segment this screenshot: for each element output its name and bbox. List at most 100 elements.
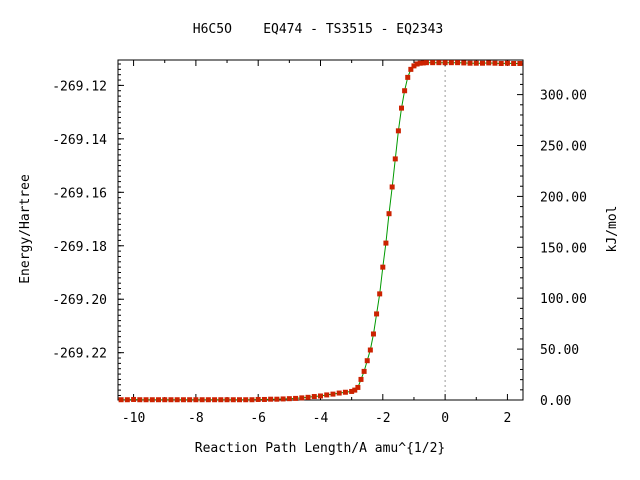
data-point — [124, 397, 130, 403]
data-point — [423, 60, 429, 66]
data-points — [118, 60, 523, 403]
y-tick-label: -269.22 — [52, 347, 107, 362]
data-point — [149, 397, 155, 403]
data-point — [358, 376, 364, 382]
data-point — [377, 291, 383, 297]
data-point — [311, 394, 317, 400]
data-point — [280, 396, 286, 402]
data-point — [199, 397, 205, 403]
data-point — [448, 60, 454, 66]
series-line — [121, 62, 520, 401]
data-point — [420, 60, 426, 66]
y-tick-label: -269.18 — [52, 240, 107, 255]
x-tick-label: -10 — [122, 411, 145, 426]
data-point — [261, 396, 267, 402]
data-point — [336, 390, 342, 396]
data-point — [187, 397, 193, 403]
data-point — [168, 397, 174, 403]
y2-tick-label: 100.00 — [540, 292, 587, 307]
data-point — [180, 397, 186, 403]
data-point — [367, 347, 373, 353]
y2-tick-label: 0.00 — [540, 394, 571, 409]
data-point — [324, 392, 330, 398]
data-point — [268, 396, 274, 402]
data-point — [392, 156, 398, 162]
data-point — [143, 397, 149, 403]
data-point — [430, 60, 436, 66]
y-axis-ticks: -269.12 -269.14 -269.16 -269.18 -269.20 -269.… — [52, 63, 124, 396]
x-tick-label: -2 — [375, 411, 391, 426]
data-point — [118, 397, 124, 403]
data-point — [374, 311, 380, 317]
data-point — [293, 395, 299, 401]
data-point — [480, 60, 485, 66]
data-point — [205, 397, 211, 403]
y2-axis-ticks: 0.00 50.00 100.00 150.00 200.00 250.00 300.00 — [517, 63, 587, 409]
data-point — [455, 60, 461, 66]
y2-tick-label: 250.00 — [540, 140, 587, 155]
data-point — [230, 397, 236, 403]
y2-tick-label: 150.00 — [540, 241, 587, 256]
data-point — [352, 387, 358, 393]
data-point — [504, 60, 510, 66]
x-tick-label: 2 — [504, 411, 512, 426]
data-point — [486, 60, 492, 66]
data-point — [411, 63, 417, 69]
data-point — [255, 396, 261, 402]
data-point — [498, 60, 504, 66]
y2-tick-label: 200.00 — [540, 190, 587, 205]
data-point — [370, 331, 376, 337]
data-point — [380, 264, 386, 270]
data-point — [405, 74, 411, 80]
data-point — [249, 397, 255, 403]
data-point — [473, 60, 479, 66]
data-point — [383, 240, 389, 246]
data-point — [389, 184, 395, 190]
data-point — [467, 60, 473, 66]
data-point — [461, 60, 467, 66]
data-point — [318, 393, 323, 399]
data-point — [162, 397, 168, 403]
data-point — [417, 60, 423, 66]
data-point — [402, 88, 408, 94]
y-tick-label: -269.16 — [52, 186, 107, 201]
data-point — [386, 211, 392, 217]
data-point — [408, 66, 414, 72]
data-point — [355, 384, 361, 390]
data-point — [224, 397, 230, 403]
data-point — [243, 397, 249, 403]
data-point — [156, 397, 161, 403]
data-point — [305, 394, 311, 400]
y2-axis-label: kJ/mol — [605, 206, 620, 253]
data-point — [511, 60, 517, 66]
x-tick-label: -8 — [188, 411, 204, 426]
data-point — [349, 388, 355, 394]
data-point — [286, 396, 292, 402]
data-point — [517, 60, 523, 66]
data-point — [442, 60, 448, 66]
chart-title: H6C5O EQ474 - TS3515 - EQ2343 — [193, 22, 443, 37]
data-point — [237, 397, 242, 403]
data-point — [218, 397, 224, 403]
x-tick-label: -4 — [313, 411, 329, 426]
x-tick-label: 0 — [441, 411, 449, 426]
data-point — [212, 397, 218, 403]
data-point — [299, 395, 305, 401]
data-point — [361, 368, 367, 374]
data-point — [274, 396, 280, 402]
y-axis-label: Energy/Hartree — [18, 174, 33, 284]
data-point — [414, 61, 420, 67]
data-point — [399, 105, 404, 111]
plot-frame — [117, 59, 524, 401]
x-axis-ticks: -10 -8 -6 -4 -2 0 2 — [122, 60, 512, 426]
x-axis-label: Reaction Path Length/A amu^{1/2} — [195, 441, 445, 456]
data-point — [364, 358, 370, 364]
y-tick-label: -269.14 — [52, 133, 107, 148]
data-point — [131, 396, 137, 402]
data-point — [395, 128, 401, 134]
data-point — [492, 60, 498, 66]
y-tick-label: -269.12 — [52, 79, 107, 94]
data-point — [436, 60, 442, 66]
data-point — [330, 391, 336, 397]
